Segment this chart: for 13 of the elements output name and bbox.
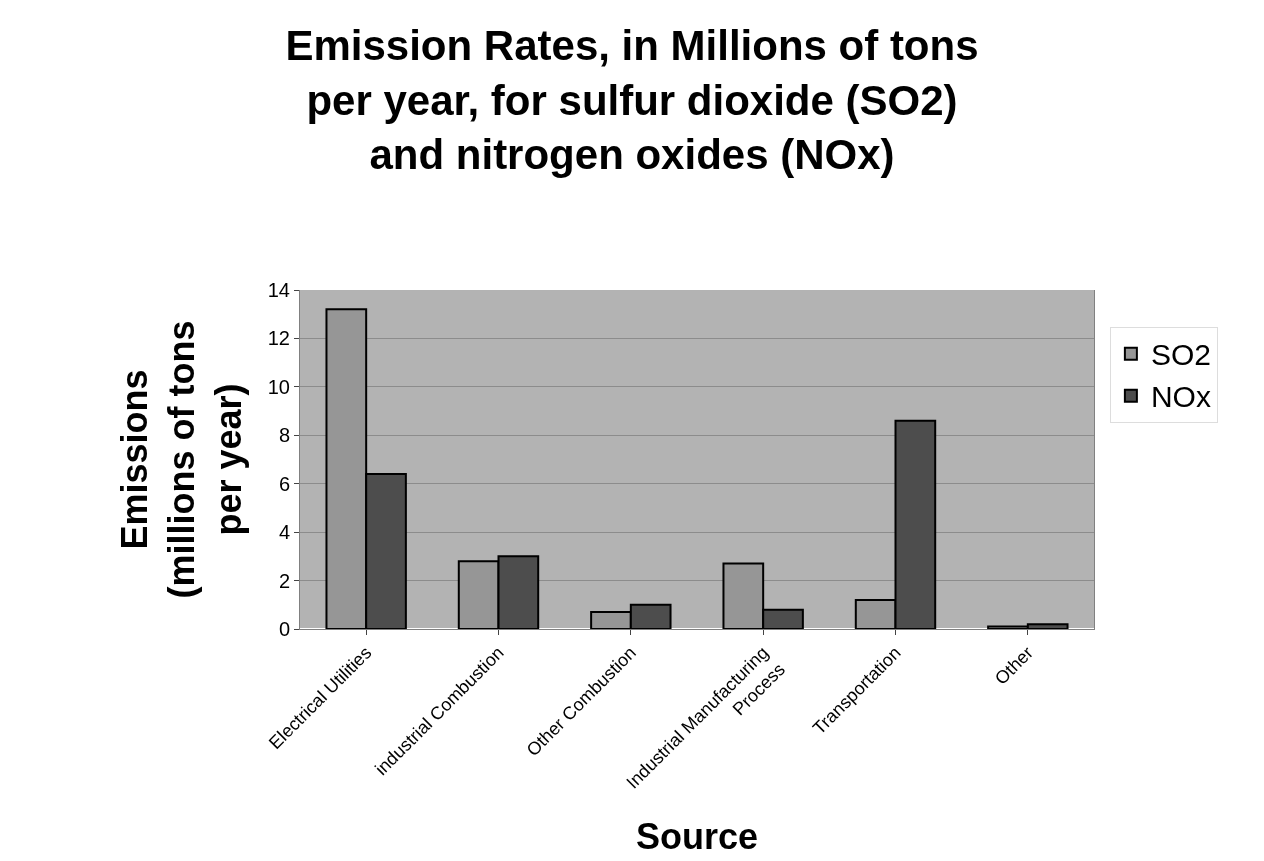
y-tick-label: 2 bbox=[278, 569, 290, 592]
legend-label: NOx bbox=[1150, 380, 1211, 414]
y-tick-label: 10 bbox=[267, 375, 290, 398]
x-axis-title: Source bbox=[635, 815, 759, 857]
y-tick-label: 4 bbox=[278, 521, 290, 544]
chart-title: Emission Rates, in Millions of tons per year, for sulfur dioxide (SO2) and nitrogen oxides (NOx) bbox=[285, 22, 979, 179]
y-tick-label: 12 bbox=[267, 327, 290, 350]
y-tick-label: 0 bbox=[278, 618, 290, 640]
y-tick-label: 6 bbox=[278, 472, 290, 495]
y-tick-label: 14 bbox=[267, 279, 290, 301]
y-tick-label: 8 bbox=[278, 424, 290, 447]
y-axis-title: Emissions (millions of tons per year) bbox=[114, 320, 249, 599]
legend-label: SO2 bbox=[1150, 338, 1211, 372]
